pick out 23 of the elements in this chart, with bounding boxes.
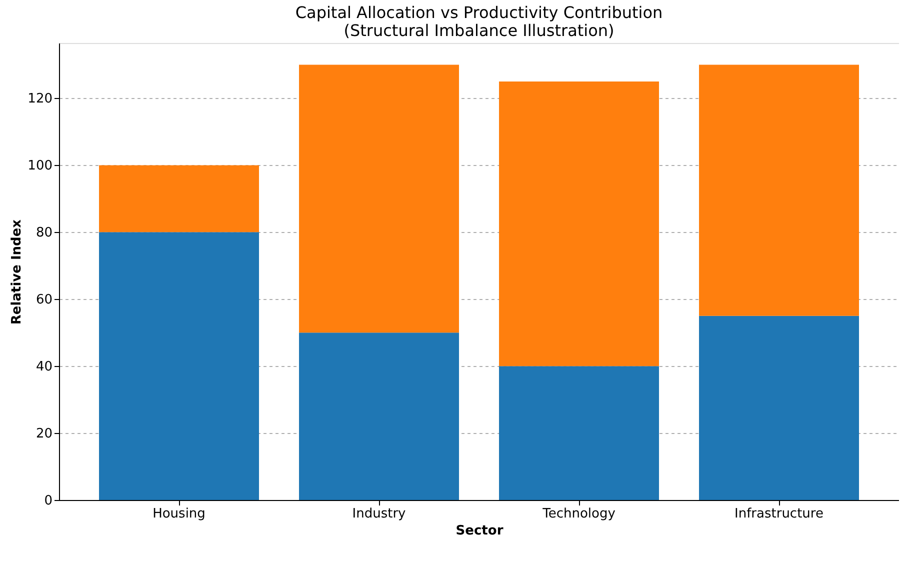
x-tick-label: Technology bbox=[542, 506, 616, 522]
bar bbox=[99, 165, 259, 232]
x-tick-label: Housing bbox=[152, 506, 206, 522]
chart-title: Capital Allocation vs Productivity Contribution bbox=[295, 3, 663, 22]
bar bbox=[99, 232, 259, 500]
bar bbox=[299, 64, 459, 333]
bar bbox=[299, 332, 459, 500]
bar bbox=[699, 316, 859, 500]
chart-subtitle: (Structural Imbalance Illustration) bbox=[344, 21, 614, 40]
y-axis-title: Relative Index bbox=[10, 218, 25, 325]
y-tick-label: 100 bbox=[28, 158, 52, 174]
bar bbox=[499, 82, 659, 366]
y-tick-label: 40 bbox=[36, 360, 52, 375]
x-tick-label: Infrastructure bbox=[734, 506, 824, 522]
y-tick-label: 0 bbox=[44, 494, 52, 508]
y-tick-label: 120 bbox=[28, 92, 52, 107]
y-tick-label: 60 bbox=[36, 292, 52, 308]
y-tick-label: 20 bbox=[36, 426, 52, 442]
x-tick-label: Industry bbox=[352, 506, 406, 522]
bar bbox=[499, 366, 659, 500]
y-tick-label: 80 bbox=[36, 226, 52, 241]
bar bbox=[699, 64, 859, 316]
x-axis-title: Sector bbox=[456, 524, 504, 538]
